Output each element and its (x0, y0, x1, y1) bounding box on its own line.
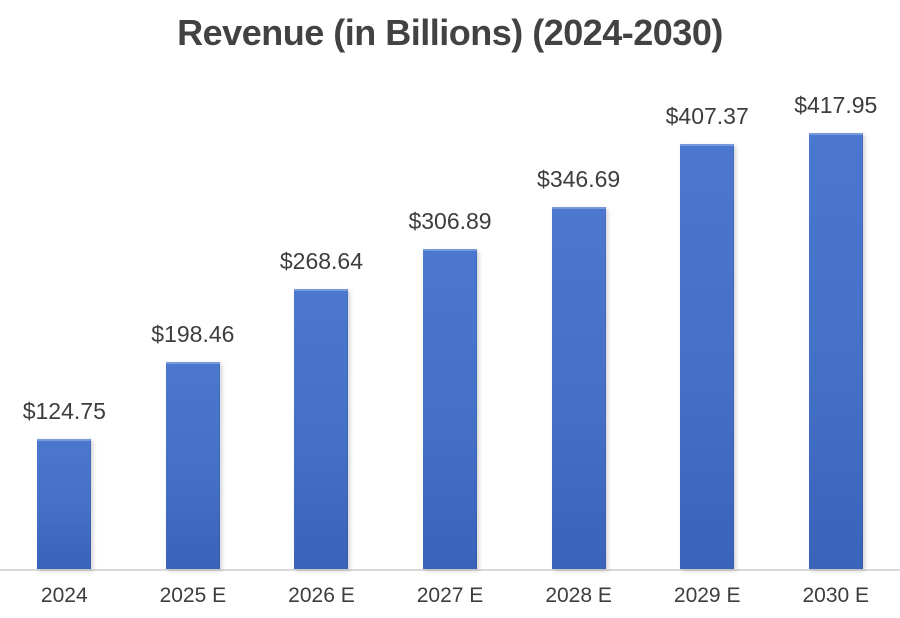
x-axis-category-label: 2026 E (288, 583, 355, 607)
x-axis-category-label: 2027 E (416, 583, 484, 607)
bar-group: $268.64 (257, 248, 386, 569)
x-axis-category-label: 2024 (40, 583, 88, 607)
revenue-bar (808, 133, 863, 569)
bar-value-label: $198.46 (151, 321, 235, 347)
chart-title: Revenue (in Billions) (2024-2030) (177, 12, 723, 53)
plot-area: $124.75 $198.46 $268.64 $306.89 $346.69 … (0, 92, 900, 571)
revenue-bar (680, 144, 735, 569)
bar-value-label: $346.69 (537, 166, 621, 192)
revenue-bar (294, 289, 349, 569)
bar-group: $124.75 (0, 398, 129, 569)
bar-group: $198.46 (129, 321, 258, 569)
bar-value-label: $417.95 (794, 92, 878, 118)
bar-group: $346.69 (514, 166, 643, 569)
revenue-bar (551, 207, 606, 569)
bar-value-label: $124.75 (22, 398, 106, 424)
bar-value-label: $407.37 (665, 103, 749, 129)
revenue-bar (165, 362, 220, 569)
x-axis-category-label: 2028 E (545, 583, 612, 607)
x-axis-category-label: 2030 E (802, 583, 870, 607)
x-axis-category-label: 2029 E (673, 583, 741, 607)
x-axis-labels: 2024 2025 E 2026 E 2027 E 2028 E 2029 E … (0, 573, 900, 618)
bar-value-label: $268.64 (279, 248, 364, 274)
bar-group: $306.89 (386, 208, 515, 569)
bar-value-label: $306.89 (408, 208, 492, 234)
bar-group: $417.95 (771, 92, 900, 569)
bar-group: $407.37 (643, 103, 772, 569)
revenue-bar (37, 439, 92, 569)
revenue-bar (423, 249, 478, 569)
x-axis-category-label: 2025 E (159, 583, 227, 607)
